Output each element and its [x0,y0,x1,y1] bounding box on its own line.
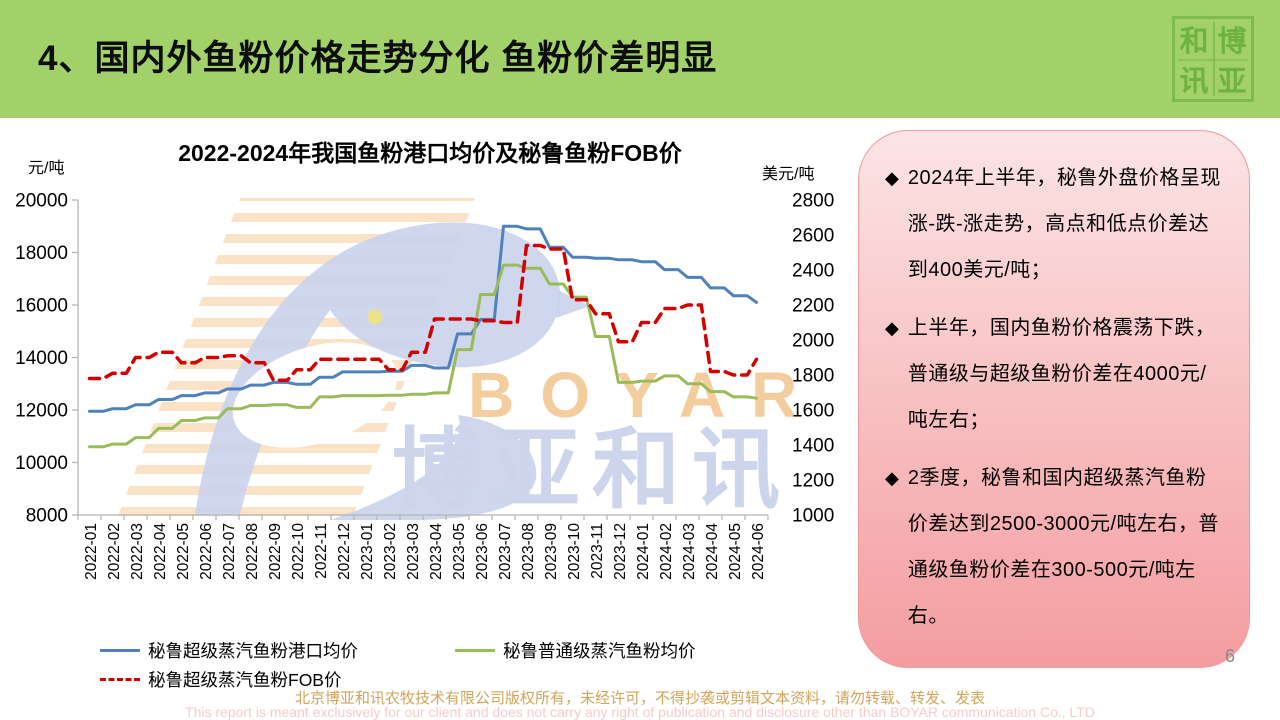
right-axis-label: 1200 [792,471,834,492]
x-axis-label: 2022-01 [83,523,100,580]
price-line-chart: 20000 18000 16000 14000 12000 10000 8000 2800 26… [15,191,834,580]
right-axis-label: 2200 [792,296,834,317]
left-axis-label: 10000 [15,453,68,474]
diamond-bullet-icon: ◆ [885,318,899,338]
x-axis-label: 2023-06 [474,523,491,580]
seal-char: 讯 [1179,66,1209,98]
x-axis-label: 2022-08 [244,523,261,580]
footer-copyright-cn: 北京博亚和讯农牧技术有限公司版权所有，未经许可，不得抄袭或剪辑文本资料，请勿转载… [294,690,985,707]
legend-label: 秘鲁超级蒸汽鱼粉港口均价 [148,641,358,661]
x-axis-label: 2022-03 [129,523,146,580]
note-text: 上半年，国内鱼粉价格震荡下跌，普通级与超级鱼粉价差在4000元/吨左右； [907,317,1216,431]
right-axis-label: 1800 [792,366,834,387]
seal-divider-vertical [1213,22,1215,96]
x-axis-label: 2023-08 [520,523,537,580]
x-axis-label: 2022-11 [313,523,330,579]
right-axis-unit: 美元/吨 [762,166,815,183]
axis-line [77,200,768,516]
right-axis-label: 2600 [792,226,834,247]
x-axis-label: 2022-04 [152,523,169,580]
note-item: ◆ 上半年，国内鱼粉价格震荡下跌，普通级与超级鱼粉价差在4000元/吨左右； [885,305,1225,443]
x-axis-label: 2023-05 [451,523,468,580]
seal-char: 博 [1217,26,1247,58]
x-axis-label: 2023-03 [405,523,422,580]
x-axis-label: 2022-05 [175,523,192,580]
legend-line-sample-green [455,649,495,652]
x-axis-label: 2024-03 [681,523,698,580]
x-axis-label: 2022-07 [221,523,238,580]
legend-label: 秘鲁普通级蒸汽鱼粉均价 [503,641,696,661]
right-axis-label: 2400 [792,261,834,282]
legend-item: 秘鲁超级蒸汽鱼粉港口均价 [100,638,358,663]
right-axis-label: 1600 [792,401,834,422]
diamond-bullet-icon: ◆ [885,468,899,488]
x-axis-label: 2022-09 [267,523,284,580]
x-axis-label: 2023-07 [497,523,514,580]
left-axis-label: 16000 [15,296,68,317]
notes-box: ◆ 2024年上半年，秘鲁外盘价格呈现涨-跌-涨走势，高点和低点价差达到400美… [858,130,1250,668]
note-item: ◆ 2024年上半年，秘鲁外盘价格呈现涨-跌-涨走势，高点和低点价差达到400美… [885,155,1225,293]
x-axis-label: 2024-06 [750,523,767,580]
note-item: ◆ 2季度，秘鲁和国内超级蒸汽鱼粉价差达到2500-3000元/吨左右，普通级鱼… [885,455,1225,639]
legend-item: 秘鲁超级蒸汽鱼粉FOB价 [100,667,341,692]
x-axis-label: 2023-04 [428,523,445,580]
x-axis-label: 2022-12 [336,523,353,580]
left-axis-label: 20000 [15,191,68,212]
series-line-1 [88,263,758,449]
series-line-2 [87,243,759,383]
seal-char: 和 [1179,26,1209,58]
legend-line-sample-red-dashed [100,678,140,681]
left-axis-label: 12000 [15,401,68,422]
right-axis-label: 1000 [792,506,834,527]
x-axis-label: 2024-05 [727,523,744,580]
legend-line-sample-blue [100,649,140,652]
left-axis-label: 14000 [15,348,68,369]
boyar-seal-logo: 和 博 讯 亚 [1172,16,1254,102]
seal-divider-horizontal [1178,59,1248,61]
x-axis-label: 2023-09 [543,523,560,580]
x-axis-label: 2023-11 [589,523,606,579]
left-axis-label: 8000 [26,506,68,527]
note-text: 2季度，秘鲁和国内超级蒸汽鱼粉价差达到2500-3000元/吨左右，普通级鱼粉价… [907,467,1220,627]
legend-item: 秘鲁普通级蒸汽鱼粉均价 [455,638,696,663]
x-axis-label: 2023-01 [359,523,376,580]
footer-copyright-en: This report is meant exclusively for our… [185,704,1095,720]
x-axis-label: 2023-12 [612,523,629,580]
diamond-bullet-icon: ◆ [885,168,899,188]
x-axis-label: 2024-01 [635,523,652,580]
legend-label: 秘鲁超级蒸汽鱼粉FOB价 [148,670,342,690]
left-axis-unit: 元/吨 [28,160,65,177]
x-axis-label: 2023-02 [382,523,399,580]
right-axis-label: 2000 [792,331,834,352]
seal-char: 亚 [1217,66,1247,98]
chart-title: 2022-2024年我国鱼粉港口均价及秘鲁鱼粉FOB价 [178,140,682,166]
left-axis-label: 18000 [15,243,68,264]
note-text: 2024年上半年，秘鲁外盘价格呈现涨-跌-涨走势，高点和低点价差达到400美元/… [907,167,1221,281]
x-axis-label: 2022-02 [106,523,123,580]
slide-title: 4、国内外鱼粉价格走势分化 鱼粉价差明显 [38,39,718,78]
x-axis-label: 2024-02 [658,523,675,580]
right-axis-label: 2800 [792,191,834,212]
right-axis-label: 1400 [792,436,834,457]
x-axis-label: 2023-10 [566,523,583,580]
x-axis-label: 2022-06 [198,523,215,580]
x-axis-label: 2022-10 [290,523,307,580]
page-number: 6 [1225,646,1236,666]
header-band: 4、国内外鱼粉价格走势分化 鱼粉价差明显 和 博 讯 亚 [0,0,1280,118]
x-axis-label: 2024-04 [704,523,721,580]
